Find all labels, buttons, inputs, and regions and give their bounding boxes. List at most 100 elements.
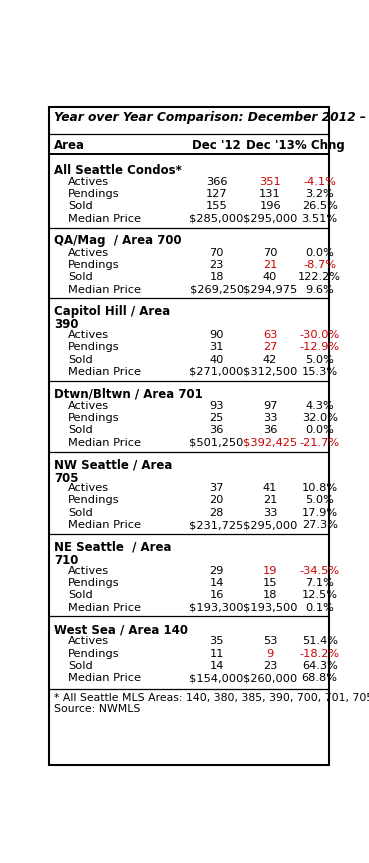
Text: -30.0%: -30.0% [300,330,340,340]
Text: 68.8%: 68.8% [302,673,338,683]
Text: $231,725: $231,725 [190,520,244,530]
Text: Dtwn/Bltwn / Area 701: Dtwn/Bltwn / Area 701 [54,387,203,400]
Text: 7.1%: 7.1% [305,578,334,588]
Text: 4.3%: 4.3% [305,400,334,411]
Text: 20: 20 [210,495,224,506]
Text: 28: 28 [210,507,224,518]
Text: 18: 18 [263,590,277,600]
Text: $193,500: $193,500 [243,602,297,613]
Text: 351: 351 [259,177,281,186]
Text: 3.51%: 3.51% [301,214,338,224]
Text: 36: 36 [263,425,277,436]
Text: 21: 21 [263,495,277,506]
Text: Actives: Actives [68,248,109,257]
Text: $269,250: $269,250 [190,285,244,294]
Text: 390: 390 [54,318,78,331]
Text: 0.0%: 0.0% [305,248,334,257]
Text: Pendings: Pendings [68,495,120,506]
Text: Sold: Sold [68,507,93,518]
Text: 25: 25 [210,413,224,423]
Text: 15.3%: 15.3% [301,367,338,377]
Text: 63: 63 [263,330,277,340]
Text: 14: 14 [210,661,224,671]
Text: Pendings: Pendings [68,413,120,423]
Text: 40: 40 [263,272,277,282]
Text: -12.9%: -12.9% [300,343,340,352]
Text: 131: 131 [259,189,281,199]
Text: $260,000: $260,000 [243,673,297,683]
Text: Actives: Actives [68,330,109,340]
Text: -4.1%: -4.1% [303,177,336,186]
Text: Pendings: Pendings [68,649,120,658]
Text: NE Seattle  / Area: NE Seattle / Area [54,541,171,554]
Text: Actives: Actives [68,400,109,411]
Text: 15: 15 [263,578,277,588]
Text: Median Price: Median Price [68,438,141,448]
Text: 0.1%: 0.1% [305,602,334,613]
Text: Source: NWMLS: Source: NWMLS [54,704,140,715]
Text: 0.0%: 0.0% [305,425,334,436]
Text: 27.3%: 27.3% [302,520,338,530]
Text: 19: 19 [263,565,277,576]
Text: Pendings: Pendings [68,260,120,270]
Text: 9.6%: 9.6% [305,285,334,294]
Text: Sold: Sold [68,272,93,282]
Text: All Seattle Condos*: All Seattle Condos* [54,164,182,177]
Text: Median Price: Median Price [68,673,141,683]
Text: Median Price: Median Price [68,214,141,224]
Text: $295,000: $295,000 [243,214,297,224]
Text: $193,300: $193,300 [189,602,244,613]
Text: Sold: Sold [68,425,93,436]
Text: $294,975: $294,975 [243,285,297,294]
Text: 97: 97 [263,400,277,411]
Text: Area: Area [54,139,85,152]
Text: 42: 42 [263,355,277,364]
Text: Actives: Actives [68,177,109,186]
Text: 122.2%: 122.2% [298,272,341,282]
Text: Sold: Sold [68,661,93,671]
Text: Year over Year Comparison: December 2012 – 2013: Year over Year Comparison: December 2012… [54,111,369,124]
Text: 9: 9 [266,649,274,658]
Text: Actives: Actives [68,636,109,646]
Text: 53: 53 [263,636,277,646]
Text: 12.5%: 12.5% [302,590,338,600]
Text: 127: 127 [206,189,227,199]
Text: $312,500: $312,500 [243,367,297,377]
Text: 26.5%: 26.5% [302,201,338,211]
Text: 5.0%: 5.0% [305,495,334,506]
Text: Median Price: Median Price [68,285,141,294]
Text: 27: 27 [263,343,277,352]
Text: 155: 155 [206,201,228,211]
Text: Actives: Actives [68,483,109,493]
Text: 705: 705 [54,471,78,485]
Text: 32.0%: 32.0% [302,413,338,423]
Text: 3.2%: 3.2% [305,189,334,199]
Text: Sold: Sold [68,590,93,600]
Text: QA/Mag  / Area 700: QA/Mag / Area 700 [54,235,182,248]
Text: 29: 29 [210,565,224,576]
Text: 17.9%: 17.9% [301,507,338,518]
Text: % Chng: % Chng [295,139,345,152]
Text: 366: 366 [206,177,227,186]
Text: $295,000: $295,000 [243,520,297,530]
Text: 70: 70 [263,248,277,257]
Text: Sold: Sold [68,201,93,211]
Text: -18.2%: -18.2% [300,649,340,658]
Text: 33: 33 [263,507,277,518]
Text: 23: 23 [210,260,224,270]
Text: -21.7%: -21.7% [300,438,340,448]
Text: NW Seattle / Area: NW Seattle / Area [54,458,172,471]
Text: 21: 21 [263,260,277,270]
Text: Pendings: Pendings [68,343,120,352]
Text: 40: 40 [210,355,224,364]
Text: 196: 196 [259,201,281,211]
Text: 16: 16 [210,590,224,600]
Text: 41: 41 [263,483,277,493]
Text: Sold: Sold [68,355,93,364]
Text: 35: 35 [209,636,224,646]
Text: 31: 31 [209,343,224,352]
Text: 23: 23 [263,661,277,671]
Text: 36: 36 [210,425,224,436]
Text: 33: 33 [263,413,277,423]
Text: 64.3%: 64.3% [302,661,338,671]
